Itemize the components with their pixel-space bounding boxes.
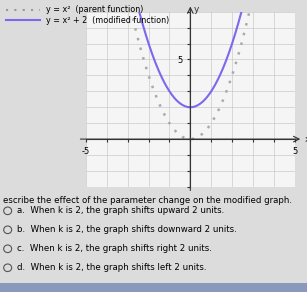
Text: escribe the effect of the parameter change on the modified graph.: escribe the effect of the parameter chan… xyxy=(3,196,292,205)
Text: a.  When k is 2, the graph shifts upward 2 units.: a. When k is 2, the graph shifts upward … xyxy=(17,206,224,215)
Text: y: y xyxy=(193,5,199,14)
Text: b.  When k is 2, the graph shifts downward 2 units.: b. When k is 2, the graph shifts downwar… xyxy=(17,225,237,234)
Text: y = x²  (parent function): y = x² (parent function) xyxy=(46,6,143,14)
Text: d.  When k is 2, the graph shifts left 2 units.: d. When k is 2, the graph shifts left 2 … xyxy=(17,263,207,272)
Text: y = x² + 2  (modified function): y = x² + 2 (modified function) xyxy=(46,16,169,25)
Text: c.  When k is 2, the graph shifts right 2 units.: c. When k is 2, the graph shifts right 2… xyxy=(17,244,212,253)
Text: x: x xyxy=(305,135,307,144)
